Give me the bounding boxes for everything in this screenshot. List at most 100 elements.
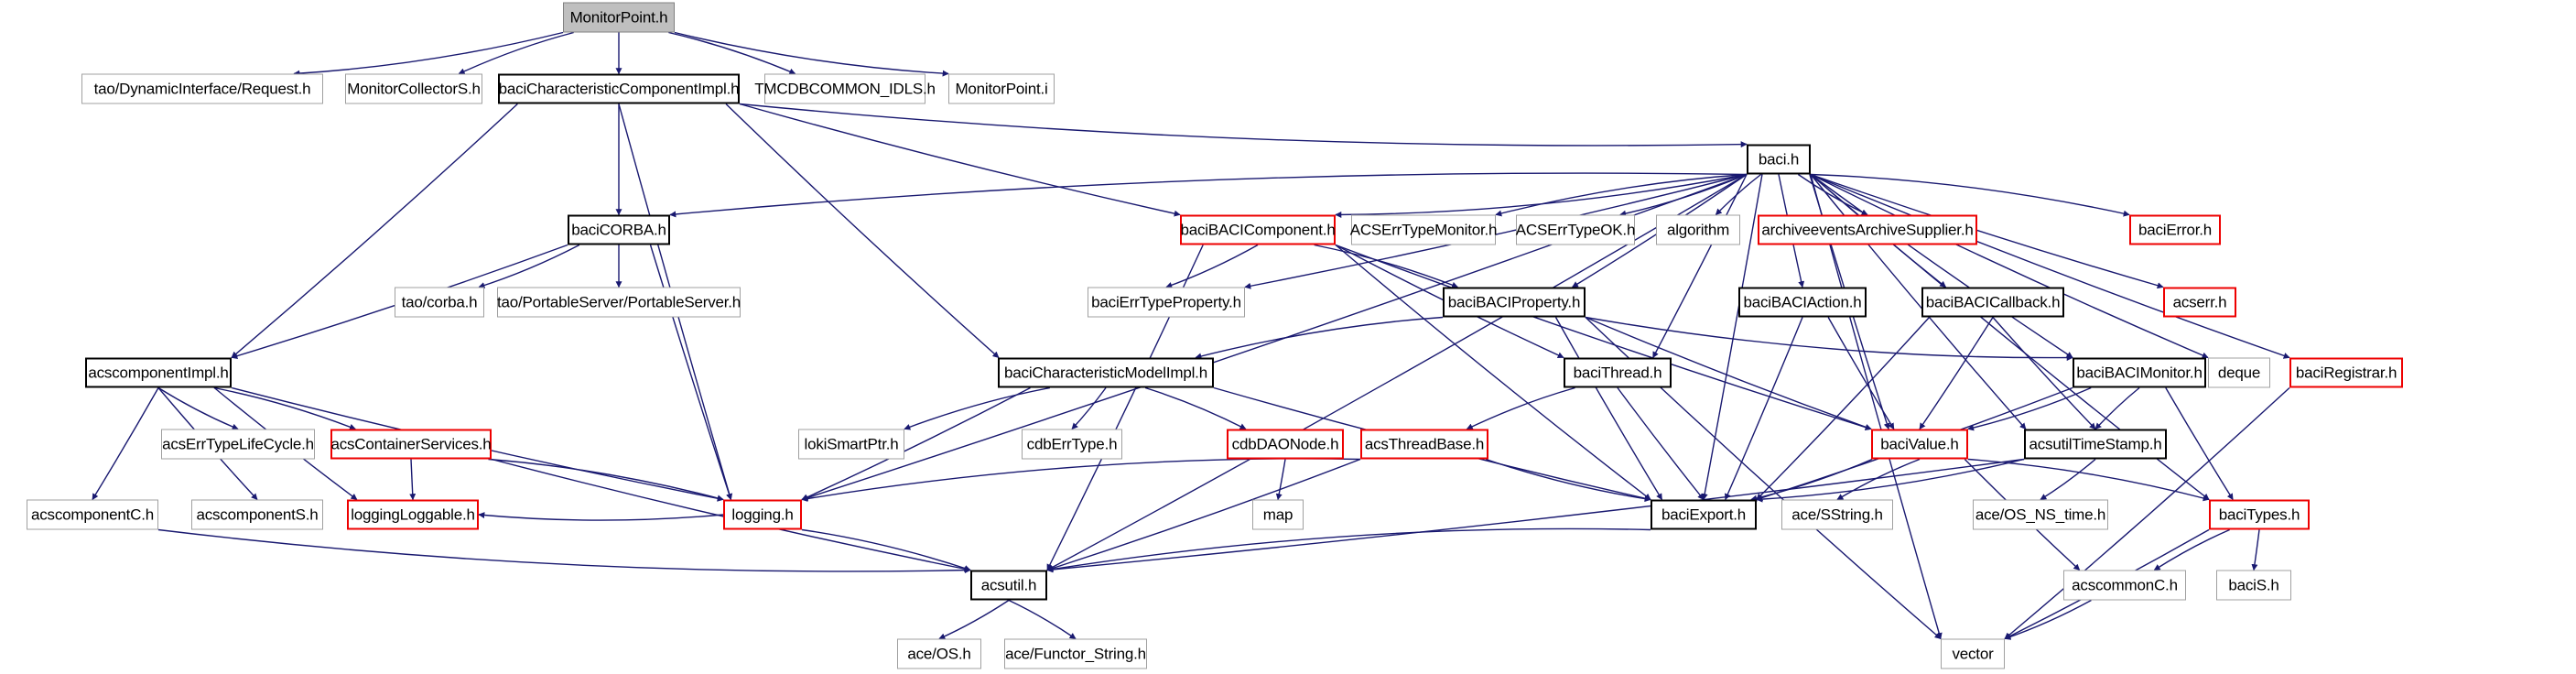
graph-node-tao-corba-h[interactable]: tao/corba.h: [395, 287, 484, 318]
graph-node-label: baciErrTypeProperty.h: [1091, 293, 1241, 311]
graph-edge: [739, 103, 1748, 148]
graph-node-archiveeventsarchivesupplier-h[interactable]: archiveeventsArchiveSupplier.h: [1758, 214, 1977, 245]
graph-node-label: MonitorPoint.h: [569, 8, 668, 27]
graph-node-acsthreadbase-h[interactable]: acsThreadBase.h: [1360, 429, 1488, 460]
graph-node-tao-dynamicinterface-request-h[interactable]: tao/DynamicInterface/Request.h: [81, 73, 323, 104]
graph-edge: [801, 528, 971, 571]
graph-node-label: tao/PortableServer/PortableServer.h: [496, 293, 741, 311]
graph-edge: [669, 172, 1748, 218]
graph-node-label: baciS.h: [2228, 576, 2279, 594]
graph-node-baciregistrar-h[interactable]: baciRegistrar.h: [2289, 357, 2403, 388]
graph-node-acscomponentc-h[interactable]: acscomponentC.h: [27, 499, 158, 530]
graph-node-ace-os-ns-time-h[interactable]: ace/OS_NS_time.h: [1973, 499, 2108, 530]
graph-node-loggingloggable-h[interactable]: loggingLoggable.h: [347, 499, 479, 530]
graph-node-acserrtypelifecycle-h[interactable]: acsErrTypeLifeCycle.h: [161, 429, 315, 460]
graph-node-label: MonitorPoint.i: [955, 80, 1048, 98]
graph-node-monitorcollectors-h[interactable]: MonitorCollectorS.h: [345, 73, 482, 104]
graph-node-label: baciCORBA.h: [571, 221, 666, 239]
graph-node-deque[interactable]: deque: [2208, 357, 2270, 388]
graph-node-label: baciThread.h: [1573, 364, 1662, 382]
graph-edge: [1466, 386, 1575, 430]
graph-edge: [1756, 458, 2025, 503]
graph-edge: [2004, 599, 2092, 640]
graph-node-bacicharacteristiccomponentimpl-h[interactable]: baciCharacteristicComponentImpl.h: [498, 73, 740, 104]
graph-node-bacibacicomponent-h[interactable]: baciBACIComponent.h: [1180, 214, 1336, 245]
graph-node-label: ace/OS.h: [907, 645, 971, 663]
graph-edge: [649, 245, 732, 501]
graph-edge: [1144, 386, 1247, 430]
graph-edge: [1756, 317, 1930, 500]
graph-node-label: baci.h: [1758, 150, 1800, 168]
graph-node-map[interactable]: map: [1252, 499, 1304, 530]
graph-node-label: acsutilTimeStamp.h: [2029, 435, 2162, 453]
graph-node-label: MonitorCollectorS.h: [347, 80, 481, 98]
graph-node-label: lokiSmartPtr.h: [804, 435, 899, 453]
graph-edge: [478, 512, 724, 521]
graph-edge: [157, 528, 971, 574]
graph-node-bacibaciaction-h[interactable]: baciBACIAction.h: [1738, 287, 1867, 318]
graph-node-ace-sstring-h[interactable]: ace/SString.h: [1781, 499, 1893, 530]
graph-node-ace-os-h[interactable]: ace/OS.h: [897, 638, 981, 669]
graph-node-acserr-h[interactable]: acserr.h: [2163, 287, 2236, 318]
graph-edge: [1275, 459, 1286, 501]
graph-node-label: acsContainerServices.h: [330, 435, 492, 453]
graph-node-ace-functor-string-h[interactable]: ace/Functor_String.h: [1004, 638, 1147, 669]
graph-node-bacierrtypeproperty-h[interactable]: baciErrTypeProperty.h: [1088, 287, 1245, 318]
graph-node-logging-h[interactable]: logging.h: [723, 499, 802, 530]
graph-node-bacivalue-h[interactable]: baciValue.h: [1871, 429, 1968, 460]
graph-node-lokismartptr-h[interactable]: lokiSmartPtr.h: [798, 429, 904, 460]
graph-edge: [668, 31, 796, 75]
graph-edge: [1485, 458, 1651, 503]
graph-edge: [1495, 173, 1748, 217]
graph-node-label: ace/Functor_String.h: [1005, 645, 1146, 663]
graph-node-bacicharacteristicmodelimpl-h[interactable]: baciCharacteristicModelImpl.h: [998, 357, 1214, 388]
graph-node-baci-h[interactable]: baci.h: [1747, 144, 1811, 175]
graph-node-label: ACSErrTypeOK.h: [1515, 221, 1636, 239]
graph-edge: [1335, 173, 1748, 218]
graph-node-cdberrtype-h[interactable]: cdbErrType.h: [1022, 429, 1122, 460]
graph-node-acscontainerservices-h[interactable]: acsContainerServices.h: [330, 429, 492, 460]
graph-edge: [1797, 173, 1868, 216]
graph-node-label: baciBACIComponent.h: [1180, 221, 1336, 239]
graph-node-tao-portableserver-portableserver-h[interactable]: tao/PortableServer/PortableServer.h: [497, 287, 741, 318]
graph-edge: [938, 599, 1010, 640]
graph-node-bacibacimonitor-h[interactable]: baciBACIMonitor.h: [2073, 357, 2206, 388]
graph-edge: [157, 386, 239, 430]
graph-edge: [1008, 599, 1077, 640]
graph-node-bacibacicallback-h[interactable]: baciBACICallback.h: [1921, 287, 2064, 318]
graph-node-label: cdbErrType.h: [1026, 435, 1118, 453]
graph-edge: [2040, 458, 2096, 501]
graph-node-acserrtypemonitor-h[interactable]: ACSErrTypeMonitor.h: [1350, 214, 1498, 245]
graph-node-algorithm[interactable]: algorithm: [1656, 214, 1740, 245]
graph-node-acserrtypeok-h[interactable]: ACSErrTypeOK.h: [1516, 214, 1635, 245]
graph-node-bacithread-h[interactable]: baciThread.h: [1564, 357, 1672, 388]
graph-node-vector[interactable]: vector: [1941, 638, 2005, 669]
graph-node-tmcdbcommon-idls-h[interactable]: TMCDBCOMMON_IDLS.h: [754, 73, 936, 104]
graph-node-bacitypes-h[interactable]: baciTypes.h: [2209, 499, 2310, 530]
graph-node-acscomponentimpl-h[interactable]: acscomponentImpl.h: [85, 357, 232, 388]
graph-node-baciexport-h[interactable]: baciExport.h: [1651, 499, 1757, 530]
graph-edge: [2251, 529, 2260, 571]
graph-node-bacis-h[interactable]: baciS.h: [2216, 570, 2291, 601]
graph-edge: [1715, 173, 1762, 215]
graph-edge: [2094, 386, 2140, 430]
graph-node-acsutil-h[interactable]: acsutil.h: [970, 570, 1047, 601]
graph-node-acscomponents-h[interactable]: acscomponentS.h: [191, 499, 323, 530]
graph-node-bacierror-h[interactable]: baciError.h: [2129, 214, 2221, 245]
graph-edge: [1652, 174, 1748, 359]
graph-node-monitorpoint-i[interactable]: MonitorPoint.i: [948, 73, 1055, 104]
graph-node-acscommonc-h[interactable]: acscommonC.h: [2063, 570, 2186, 601]
graph-node-monitorpoint-h[interactable]: MonitorPoint.h: [563, 2, 675, 33]
graph-node-bacicorba-h[interactable]: baciCORBA.h: [568, 214, 670, 245]
graph-node-cdbdaonode-h[interactable]: cdbDAONode.h: [1227, 429, 1344, 460]
graph-node-acsutiltimestamp-h[interactable]: acsutilTimeStamp.h: [2024, 429, 2167, 460]
graph-node-bacibaciproperty-h[interactable]: baciBACIProperty.h: [1443, 287, 1586, 318]
graph-node-label: deque: [2217, 364, 2261, 382]
graph-node-label: acsutil.h: [980, 576, 1037, 594]
graph-node-label: baciExport.h: [1661, 506, 1747, 524]
graph-node-label: tao/DynamicInterface/Request.h: [93, 80, 311, 98]
graph-edge: [1967, 386, 2092, 431]
graph-node-label: ace/SString.h: [1791, 506, 1883, 524]
graph-node-label: baciError.h: [2138, 221, 2213, 239]
